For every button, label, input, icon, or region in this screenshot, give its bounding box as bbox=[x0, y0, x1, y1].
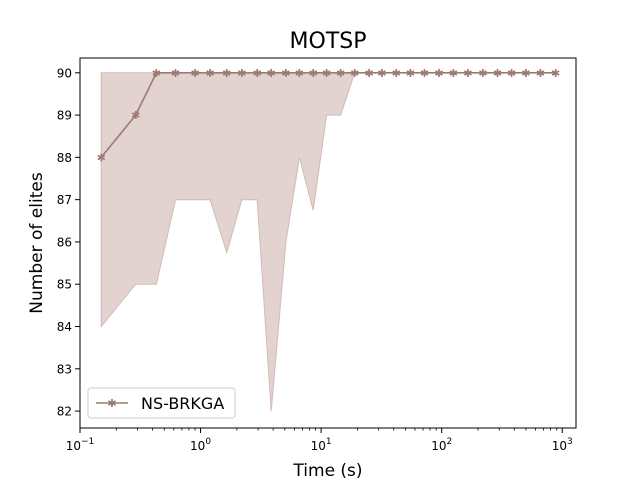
data-point-marker: ✱ bbox=[152, 67, 161, 80]
data-point-marker: ✱ bbox=[478, 67, 487, 80]
data-point-marker: ✱ bbox=[190, 67, 199, 80]
series-line bbox=[100, 72, 556, 158]
data-point-marker: ✱ bbox=[493, 67, 502, 80]
data-point-marker: ✱ bbox=[97, 151, 106, 164]
data-point-marker: ✱ bbox=[336, 67, 345, 80]
data-point-marker: ✱ bbox=[237, 67, 246, 80]
series-group: ✱ ✱ ✱ ✱ ✱ ✱ ✱ ✱ ✱ ✱ ✱ ✱ ✱ ✱ ✱ ✱ ✱ ✱ ✱ ✱ ✱ ✱ ✱ ✱ ✱ ✱ ✱ ✱ ✱ ✱ bbox=[97, 67, 561, 165]
data-point-marker: ✱ bbox=[171, 67, 180, 80]
data-point-marker: ✱ bbox=[551, 67, 560, 80]
data-point-marker: ✱ bbox=[449, 67, 458, 80]
data-point-marker: ✱ bbox=[206, 67, 215, 80]
data-point-marker: ✱ bbox=[392, 67, 401, 80]
x-axis-title: Time (s) bbox=[292, 461, 362, 480]
y-tick-label: 83 bbox=[57, 362, 72, 376]
legend-label: NS-BRKGA bbox=[141, 394, 224, 413]
x-tick-label: 103 bbox=[552, 437, 573, 453]
data-point-marker: ✱ bbox=[420, 67, 429, 80]
data-point-marker: ✱ bbox=[463, 67, 472, 80]
data-point-marker: ✱ bbox=[322, 67, 331, 80]
x-tick-label: 100 bbox=[190, 437, 211, 453]
data-point-marker: ✱ bbox=[364, 67, 373, 80]
data-point-marker: ✱ bbox=[267, 67, 276, 80]
x-tick-label: 102 bbox=[431, 437, 452, 453]
data-point-marker: ✱ bbox=[521, 67, 530, 80]
y-tick-label: 88 bbox=[57, 151, 72, 165]
legend-marker-sample: ✱ bbox=[107, 397, 116, 410]
data-point-marker: ✱ bbox=[350, 67, 359, 80]
data-point-marker: ✱ bbox=[253, 67, 262, 80]
data-point-marker: ✱ bbox=[536, 67, 545, 80]
x-axis: 10−1 100 101 102 103 bbox=[66, 428, 573, 453]
y-tick-label: 85 bbox=[57, 278, 72, 292]
plot-frame bbox=[79, 57, 577, 429]
data-point-marker: ✱ bbox=[222, 67, 231, 80]
data-point-marker: ✱ bbox=[131, 109, 140, 122]
legend: ✱ NS-BRKGA bbox=[87, 387, 236, 419]
plot-area: ✱ ✱ ✱ ✱ ✱ ✱ ✱ ✱ ✱ ✱ ✱ ✱ ✱ ✱ ✱ ✱ ✱ ✱ ✱ ✱ ✱ ✱ ✱ ✱ ✱ ✱ ✱ ✱ ✱ ✱ bbox=[79, 57, 577, 429]
y-tick-label: 89 bbox=[57, 109, 72, 123]
data-point-marker: ✱ bbox=[295, 67, 304, 80]
x-tick-label: 10−1 bbox=[66, 437, 95, 453]
y-tick-label: 90 bbox=[57, 66, 72, 80]
y-tick-label: 86 bbox=[57, 235, 72, 249]
y-tick-label: 87 bbox=[57, 193, 72, 207]
data-point-marker: ✱ bbox=[281, 67, 290, 80]
data-point-marker: ✱ bbox=[507, 67, 516, 80]
data-point-marker: ✱ bbox=[406, 67, 415, 80]
data-point-marker: ✱ bbox=[377, 67, 386, 80]
y-tick-label: 84 bbox=[57, 320, 72, 334]
confidence-band bbox=[100, 72, 556, 412]
x-tick-label: 101 bbox=[311, 437, 332, 453]
chart-title: MOTSP bbox=[290, 29, 367, 54]
y-tick-label: 82 bbox=[57, 405, 72, 419]
y-axis: 82 83 84 85 86 87 88 89 90 bbox=[57, 66, 80, 419]
legend-box bbox=[87, 387, 236, 419]
y-axis-title: Number of elites bbox=[27, 172, 47, 314]
data-point-marker: ✱ bbox=[309, 67, 318, 80]
data-point-marker: ✱ bbox=[434, 67, 443, 80]
